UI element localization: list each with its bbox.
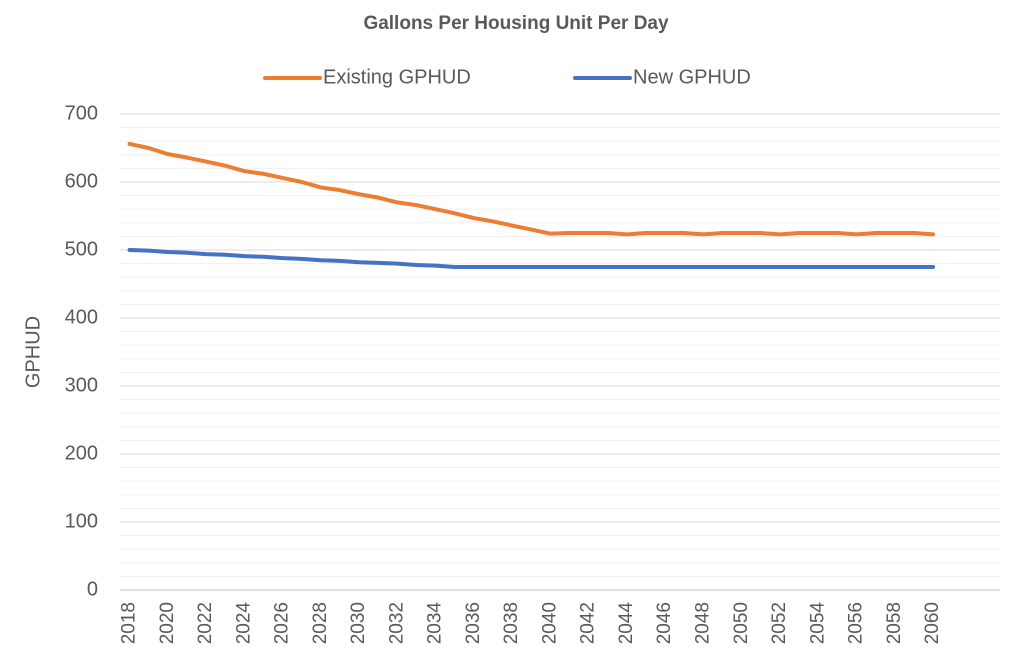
legend-label: New GPHUD [633, 66, 751, 88]
line-series [127, 248, 936, 269]
x-tick-label: 2038 [501, 602, 522, 644]
y-tick-label: 700 [65, 102, 98, 124]
x-tick-label: 2054 [807, 602, 828, 645]
y-tick-label: 300 [65, 374, 98, 396]
x-tick-label: 2046 [654, 602, 675, 644]
x-tick-label: 2060 [922, 602, 943, 644]
x-tick-label: 2030 [348, 602, 369, 644]
x-tick-label: 2040 [539, 602, 560, 644]
x-tick-label: 2022 [195, 602, 216, 644]
line-series [127, 141, 936, 237]
x-tick-label: 2026 [272, 602, 293, 644]
y-tick-label: 500 [65, 238, 98, 260]
x-tick-label: 2044 [616, 602, 637, 645]
x-tick-label: 2058 [884, 602, 905, 644]
x-tick-label: 2028 [310, 602, 331, 644]
x-tick-label: 2020 [157, 602, 178, 644]
legend-label: Existing GPHUD [323, 66, 471, 88]
y-tick-label: 400 [65, 306, 98, 328]
x-tick-label: 2042 [578, 602, 599, 644]
x-tick-label: 2018 [119, 602, 140, 644]
x-tick-label: 2024 [233, 602, 254, 645]
y-tick-label: 200 [65, 442, 98, 464]
y-tick-label: 100 [65, 510, 98, 532]
x-tick-label: 2052 [769, 602, 790, 644]
x-tick-label: 2036 [463, 602, 484, 644]
y-tick-label: 600 [65, 170, 98, 192]
x-tick-label: 2056 [846, 602, 867, 644]
chart-title: Gallons Per Housing Unit Per Day [363, 13, 669, 34]
y-tick-label: 0 [87, 578, 98, 600]
x-tick-label: 2048 [692, 602, 713, 644]
x-tick-label: 2032 [386, 602, 407, 644]
y-axis-label: GPHUD [22, 316, 44, 388]
x-tick-label: 2034 [425, 602, 446, 645]
x-tick-label: 2050 [731, 602, 752, 644]
